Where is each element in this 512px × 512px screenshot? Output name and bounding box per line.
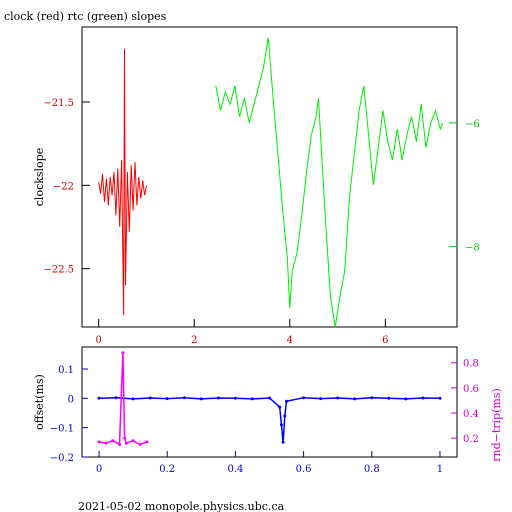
bottom-right-tick-label: 0.8 — [463, 359, 479, 370]
top-chart-title: clock (red) rtc (green) slopes — [4, 10, 167, 23]
bottom-series-group — [97, 351, 442, 446]
bottom-ylabel-right: rnd−trip(ms) — [490, 388, 503, 462]
series-point-rnd-trip — [138, 442, 142, 446]
series-point-rnd-trip — [97, 440, 101, 444]
top-right-tick-label: −8 — [465, 243, 480, 254]
series-point-offset — [131, 397, 135, 401]
series-point-offset — [336, 396, 340, 400]
series-line-rtc — [215, 37, 444, 328]
top-left-axis: −21.5 −22 −22.5 — [43, 98, 90, 276]
bottom-left-axis: 0.1 0 −0.1 −0.2 — [50, 365, 88, 464]
bottom-left-tick-label: 0 — [68, 394, 74, 405]
series-point-offset — [165, 397, 169, 401]
bottom-right-tick-label: 0.6 — [463, 384, 479, 395]
series-point-offset — [114, 396, 118, 400]
bottom-x-tick-label: 1 — [437, 464, 443, 475]
series-point-rnd-trip — [111, 439, 115, 443]
series-point-offset — [370, 396, 374, 400]
bottom-ylabel: offset(ms) — [33, 374, 46, 430]
series-point-offset — [404, 397, 408, 401]
series-point-offset — [268, 396, 271, 400]
series-point-offset — [285, 399, 288, 403]
bottom-left-tick-label: −0.1 — [50, 424, 74, 435]
series-point-offset — [233, 396, 237, 400]
bottom-x-axis: 0 0.2 0.4 0.6 0.8 1 — [96, 451, 443, 475]
top-ylabel: clockslope — [33, 148, 46, 206]
series-point-offset — [438, 396, 442, 400]
series-point-rnd-trip — [124, 441, 128, 445]
series-point-rnd-trip — [145, 440, 149, 444]
series-point-rnd-trip — [131, 439, 135, 443]
series-point-rnd-trip — [118, 442, 121, 446]
bottom-right-tick-label: 0.4 — [463, 409, 479, 420]
top-right-axis: −6 −8 — [449, 119, 480, 254]
top-left-tick-label: −22 — [53, 181, 74, 192]
series-point-offset — [421, 396, 425, 400]
top-left-tick-label: −22.5 — [43, 265, 74, 276]
series-point-offset — [302, 396, 306, 400]
top-right-tick-label: −6 — [465, 119, 480, 130]
series-line-rnd-trip — [98, 352, 148, 446]
series-point-offset — [281, 440, 285, 444]
series-point-offset — [148, 396, 152, 400]
bottom-right-axis: 0.8 0.6 0.4 0.2 — [451, 359, 479, 445]
bottom-x-tick-label: 0.6 — [296, 464, 312, 475]
bottom-x-tick-label: 0.8 — [364, 464, 380, 475]
bottom-x-tick-label: 0.2 — [159, 464, 175, 475]
series-point-offset — [279, 423, 283, 427]
series-point-offset — [387, 396, 391, 400]
bottom-x-tick-label: 0 — [96, 464, 102, 475]
bottom-right-tick-label: 0.2 — [463, 434, 479, 445]
top-plot-frame — [81, 26, 458, 328]
series-point-offset — [319, 397, 323, 401]
series-point-rnd-trip — [104, 441, 108, 445]
top-series-group — [98, 37, 444, 328]
top-left-tick-label: −21.5 — [43, 98, 74, 109]
series-point-offset — [182, 396, 186, 400]
top-x-tick-label: 0 — [96, 335, 102, 346]
series-point-offset — [283, 414, 287, 418]
series-point-offset — [251, 397, 254, 401]
bottom-left-tick-label: 0.1 — [58, 365, 74, 376]
top-x-axis: 0 2 4 6 — [96, 319, 389, 346]
series-point-rnd-trip — [123, 436, 127, 440]
series-line-clock — [98, 48, 147, 316]
top-x-tick-label: 6 — [382, 335, 388, 346]
footer-caption: 2021-05-02 monopole.physics.ubc.ca — [78, 500, 285, 512]
bottom-x-tick-label: 0.4 — [227, 464, 243, 475]
bottom-plot-frame — [81, 346, 458, 458]
top-x-tick-label: 4 — [287, 335, 293, 346]
series-point-offset — [353, 397, 357, 401]
series-point-offset — [97, 396, 101, 400]
top-x-tick-label: 2 — [191, 335, 197, 346]
series-point-offset — [216, 396, 220, 400]
series-point-offset — [278, 405, 282, 409]
bottom-left-tick-label: −0.2 — [50, 453, 74, 464]
series-point-offset — [199, 397, 203, 401]
series-point-rnd-trip — [121, 351, 125, 355]
series-line-offset — [98, 396, 441, 443]
